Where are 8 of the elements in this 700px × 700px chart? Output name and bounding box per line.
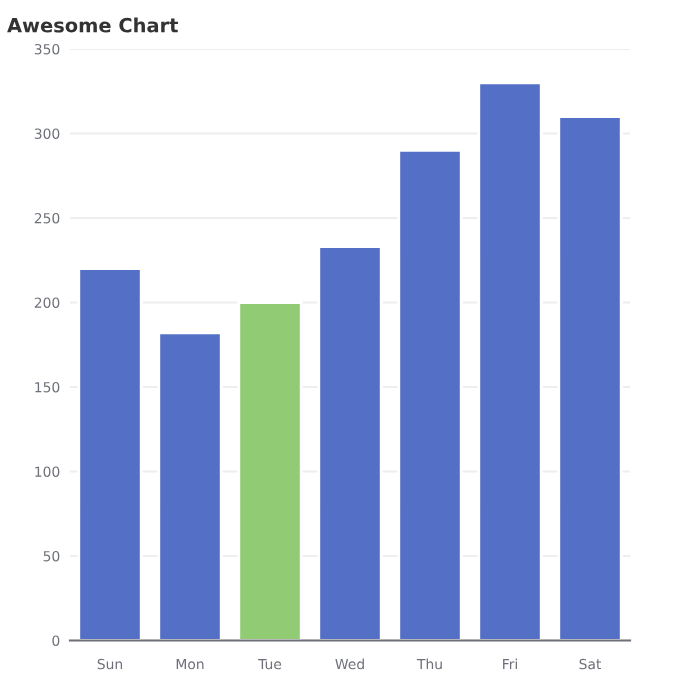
bar [557,115,623,641]
bar [317,245,383,641]
bar [477,81,543,641]
bar [157,331,223,641]
bar [77,267,143,641]
bar [397,149,463,641]
bar [237,301,303,641]
chart-title: Awesome Chart [7,17,179,33]
